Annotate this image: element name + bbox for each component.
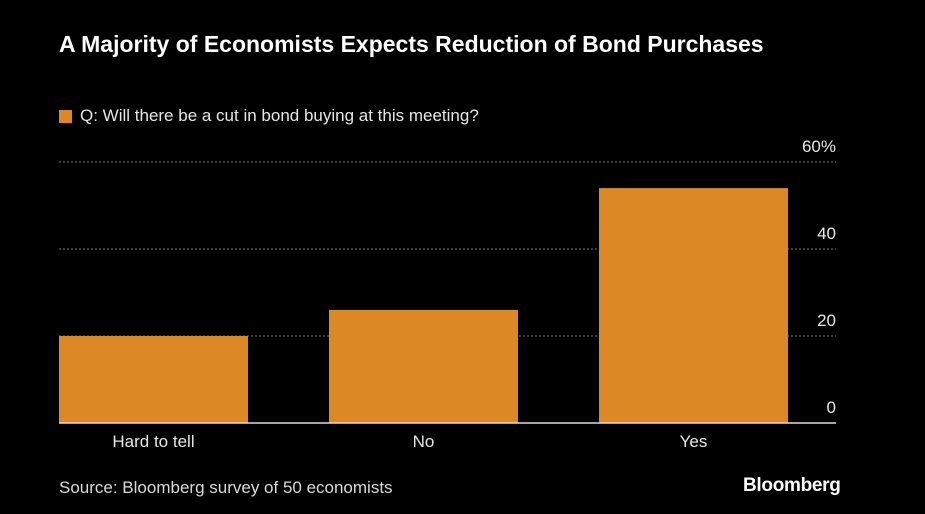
y-tick-label: 60%	[802, 137, 836, 156]
y-tick-label: 20	[817, 311, 836, 330]
y-tick-label: 0	[827, 398, 836, 417]
x-tick-label: No	[413, 432, 435, 451]
bar-hard-to-tell	[59, 336, 248, 423]
legend-label: Q: Will there be a cut in bond buying at…	[80, 106, 479, 125]
legend-swatch	[59, 109, 72, 123]
chart-title: A Majority of Economists Expects Reducti…	[59, 31, 764, 57]
y-tick-label: 40	[817, 224, 836, 243]
legend: Q: Will there be a cut in bond buying at…	[59, 106, 479, 126]
bar-no	[329, 309, 518, 423]
bloomberg-logo: Bloomberg	[743, 475, 841, 496]
source-note: Source: Bloomberg survey of 50 economist…	[59, 478, 393, 497]
x-tick-label: Yes	[680, 432, 708, 451]
x-tick-label: Hard to tell	[112, 432, 194, 451]
bar-yes	[599, 188, 788, 423]
